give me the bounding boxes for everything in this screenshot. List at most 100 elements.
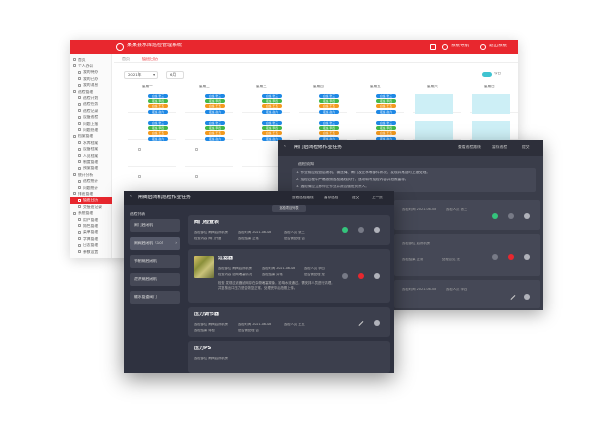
shift-pill[interactable]: 白班 王五 — [262, 104, 282, 109]
shift-pill[interactable]: 夜班 赵六 — [319, 136, 339, 141]
shift-pill[interactable]: 白班 王五 — [205, 131, 225, 136]
sidebar-item[interactable]: 巡检任务 — [70, 101, 112, 108]
year-select[interactable]: 2021年 ▾ — [124, 71, 158, 79]
shift-pill[interactable]: 白班 张三 — [148, 94, 168, 98]
shift-pill[interactable]: 白班 王五 — [262, 131, 282, 136]
user-icon[interactable] — [442, 44, 448, 50]
shift-pill[interactable]: 白班 张三 — [205, 94, 225, 98]
sidebar-item[interactable]: 设备档案 — [70, 146, 112, 153]
logout-icon[interactable] — [480, 44, 486, 50]
save-draft-button[interactable]: 暂存巡检 — [492, 145, 508, 149]
sidebar-item[interactable]: 交接班记录 — [70, 203, 112, 210]
skip-icon[interactable] — [524, 213, 530, 219]
sidebar-item[interactable]: 预案管理 — [70, 165, 112, 172]
shift-pill[interactable]: 夜班 赵六 — [148, 109, 168, 114]
view-route-button[interactable]: 查看巡检路线 — [458, 145, 481, 149]
inspection-photo[interactable] — [194, 256, 214, 278]
skip-icon[interactable] — [524, 254, 530, 260]
monitor-icon[interactable] — [430, 44, 436, 50]
shift-pill[interactable]: 夜班 李四 — [205, 126, 225, 131]
shift-pill[interactable]: 白班 王五 — [148, 104, 168, 109]
shift-pill[interactable]: 白班 张三 — [148, 121, 168, 125]
shift-pill[interactable]: 白班 张三 — [376, 94, 396, 98]
status-ok-icon[interactable] — [492, 254, 498, 260]
shift-pill[interactable]: 白班 张三 — [319, 94, 339, 98]
sidebar-item[interactable]: 统计分析 — [70, 171, 112, 178]
sidebar-item[interactable]: 巡检统计 — [70, 178, 112, 185]
status-ok-icon[interactable] — [492, 213, 498, 219]
sidebar-item[interactable]: 设备巡检 — [70, 114, 112, 121]
sidebar-item[interactable]: 巡检计划 — [70, 94, 112, 101]
sidebar-item[interactable]: 人员档案 — [70, 152, 112, 159]
sidebar-item[interactable]: 我的待办 — [70, 69, 112, 76]
shift-pill[interactable]: 白班 王五 — [319, 131, 339, 136]
shift-pill[interactable]: 夜班 李四 — [148, 99, 168, 104]
skip-icon[interactable] — [374, 227, 380, 233]
status-abnormal-icon[interactable] — [508, 213, 514, 219]
sidebar-item[interactable]: 角色管理 — [70, 222, 112, 229]
side-item-pipe-valve[interactable]: 输水管道阀门 — [130, 291, 180, 304]
calendar-day-cell[interactable] — [242, 146, 290, 167]
shift-pill[interactable]: 夜班 李四 — [148, 126, 168, 131]
sidebar-item[interactable]: 我的消息 — [70, 82, 112, 89]
sidebar-item[interactable]: 首页 — [70, 56, 112, 63]
skip-icon[interactable] — [374, 320, 380, 326]
back-icon[interactable]: ‹ — [130, 195, 132, 199]
sidebar-item[interactable]: 字典管理 — [70, 235, 112, 242]
sidebar-item[interactable]: 制度管理 — [70, 158, 112, 165]
submit-button[interactable]: 提交 — [352, 196, 360, 199]
side-item-spillway-gate[interactable]: 泄洪闸启闭机 — [130, 273, 180, 286]
shift-pill[interactable]: 夜班 李四 — [376, 99, 396, 104]
sidebar-item[interactable]: 巡检管理 — [70, 88, 112, 95]
submit-button[interactable]: 提交 — [522, 145, 530, 149]
sidebar-item[interactable]: 问题统计 — [70, 184, 112, 191]
shift-pill[interactable]: 夜班 赵六 — [376, 109, 396, 114]
sidebar-item[interactable]: 日志管理 — [70, 242, 112, 249]
side-item-valve-hoist[interactable]: 闸阀启闭机（10） › — [130, 237, 180, 250]
calendar-day-cell[interactable] — [128, 146, 176, 167]
shift-pill[interactable]: 白班 张三 — [205, 121, 225, 125]
shift-pill[interactable]: 白班 张三 — [262, 121, 282, 125]
tab-home[interactable]: 首页 — [122, 57, 130, 61]
edit-icon[interactable] — [510, 295, 516, 301]
sidebar-item[interactable]: 个人办公 — [70, 62, 112, 69]
shift-pill[interactable]: 夜班 赵六 — [148, 136, 168, 141]
shift-pill[interactable]: 夜班 李四 — [262, 126, 282, 131]
status-abnormal-icon[interactable] — [358, 227, 364, 233]
status-abnormal-icon[interactable] — [508, 254, 514, 260]
sidebar-item[interactable]: 巡检记录 — [70, 107, 112, 114]
sidebar-item[interactable]: 菜单管理 — [70, 229, 112, 236]
side-item-gate-hoist[interactable]: 闸门启闭机 — [130, 219, 180, 232]
shift-pill[interactable]: 白班 张三 — [376, 121, 396, 125]
sidebar-item[interactable]: 我的已办 — [70, 75, 112, 82]
sidebar-item[interactable]: 档案管理 — [70, 133, 112, 140]
view-route-button[interactable]: 查看巡检路线 — [292, 196, 314, 199]
shift-pill[interactable]: 夜班 李四 — [319, 99, 339, 104]
sidebar-item[interactable]: 排班管理 — [70, 190, 112, 197]
sidebar-item[interactable]: 水库档案 — [70, 139, 112, 146]
shift-pill[interactable]: 夜班 李四 — [262, 99, 282, 104]
edit-icon[interactable] — [358, 321, 364, 327]
side-item-control-gate[interactable]: 节制闸启闭机 — [130, 255, 180, 268]
month-select[interactable]: 6月 — [166, 71, 184, 79]
shift-pill[interactable]: 白班 王五 — [376, 104, 396, 109]
system-nav-link[interactable]: 系统导航 — [451, 44, 469, 48]
shift-pill[interactable]: 夜班 李四 — [376, 126, 396, 131]
sidebar-item[interactable]: 值班日历 — [70, 196, 112, 204]
sidebar-item[interactable]: 问题上报 — [70, 120, 112, 127]
shift-pill[interactable]: 夜班 赵六 — [205, 109, 225, 114]
sidebar-item[interactable]: 系统管理 — [70, 210, 112, 217]
shift-pill[interactable]: 夜班 赵六 — [319, 109, 339, 114]
back-icon[interactable]: ‹ — [284, 145, 286, 149]
calendar-day-cell[interactable] — [185, 146, 233, 167]
shift-pill[interactable]: 夜班 李四 — [205, 99, 225, 104]
skip-icon[interactable] — [524, 294, 530, 300]
shift-pill[interactable]: 白班 王五 — [376, 131, 396, 136]
shift-pill[interactable]: 夜班 赵六 — [262, 136, 282, 141]
shift-pill[interactable]: 夜班 赵六 — [262, 109, 282, 114]
shift-pill[interactable]: 白班 王五 — [205, 104, 225, 109]
shift-pill[interactable]: 白班 王五 — [148, 131, 168, 136]
status-abnormal-icon[interactable] — [358, 273, 364, 279]
shift-pill[interactable]: 夜班 李四 — [319, 126, 339, 131]
shift-pill[interactable]: 白班 张三 — [319, 121, 339, 125]
